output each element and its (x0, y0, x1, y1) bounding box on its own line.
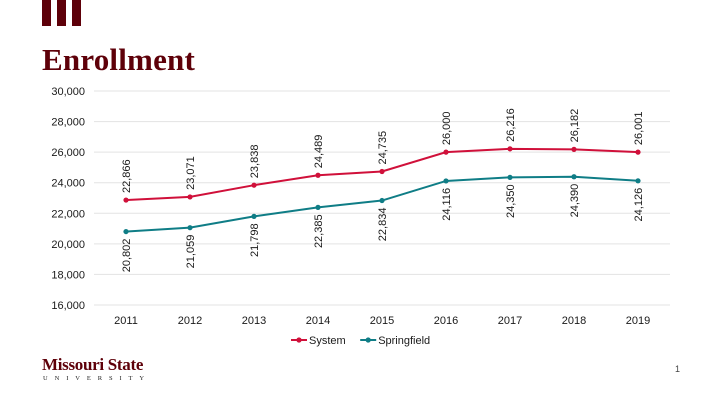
system-data-label: 26,182 (569, 109, 581, 143)
logo-main-text: Missouri State (42, 355, 144, 374)
springfield-data-label: 24,126 (633, 188, 645, 222)
system-data-label: 23,838 (249, 145, 261, 179)
system-data-label: 26,216 (505, 108, 517, 142)
y-tick-label: 18,000 (51, 269, 85, 281)
y-tick-label: 28,000 (51, 117, 85, 129)
springfield-data-label: 20,802 (121, 239, 133, 273)
system-data-point (379, 168, 385, 175)
x-tick-label: 2013 (242, 315, 266, 327)
springfield-data-label: 21,059 (185, 235, 197, 269)
system-data-point (635, 149, 641, 155)
springfield-data-point (379, 197, 385, 204)
x-tick-label: 2012 (178, 315, 202, 327)
x-tick-label: 2017 (498, 315, 522, 327)
system-data-point (571, 146, 577, 152)
x-tick-label: 2014 (306, 315, 330, 327)
system-data-point (187, 194, 193, 200)
x-tick-label: 2011 (114, 315, 138, 327)
system-data-label: 26,000 (441, 111, 453, 145)
springfield-data-point (187, 225, 193, 231)
springfield-legend-marker (365, 337, 371, 343)
springfield-data-label: 21,798 (249, 223, 261, 257)
system-data-label: 23,071 (185, 156, 197, 190)
springfield-data-point (507, 174, 513, 180)
x-tick-label: 2016 (434, 315, 458, 327)
system-data-label: 24,489 (313, 135, 325, 169)
system-data-label: 24,735 (377, 131, 389, 165)
header-bars-decoration (42, 0, 92, 26)
springfield-legend-label: Springfield (378, 335, 430, 347)
x-tick-label: 2019 (626, 315, 650, 327)
springfield-data-point (251, 213, 257, 219)
y-tick-label: 22,000 (51, 208, 85, 220)
system-legend-label: System (309, 335, 346, 347)
x-tick-label: 2015 (370, 315, 394, 327)
springfield-data-point (443, 178, 449, 184)
system-data-label: 22,866 (121, 159, 133, 193)
springfield-data-point (315, 204, 321, 211)
springfield-data-point (123, 228, 129, 235)
y-tick-label: 20,000 (51, 239, 85, 251)
system-data-point (443, 149, 449, 155)
system-data-point (315, 172, 321, 178)
y-tick-label: 24,000 (51, 178, 85, 190)
springfield-data-point (635, 178, 641, 184)
page-number: 1 (674, 364, 680, 374)
y-tick-label: 16,000 (51, 300, 85, 312)
system-data-label: 26,001 (633, 111, 645, 145)
springfield-data-label: 22,834 (377, 208, 389, 242)
system-data-point (507, 146, 513, 152)
logo-sub-text: UNIVERSITY (43, 375, 151, 382)
system-data-point (123, 197, 129, 203)
page-title: Enrollment (42, 42, 195, 77)
springfield-data-label: 24,116 (441, 188, 453, 221)
springfield-data-point (571, 174, 577, 180)
springfield-data-label: 24,390 (569, 184, 581, 218)
y-tick-label: 26,000 (51, 147, 85, 159)
springfield-data-label: 22,385 (313, 214, 325, 248)
springfield-data-label: 24,350 (505, 184, 517, 218)
missouri-state-logo: Missouri State UNIVERSITY (42, 356, 151, 382)
system-legend-marker (296, 337, 302, 343)
x-tick-label: 2018 (562, 315, 586, 327)
system-data-point (251, 182, 257, 188)
y-tick-label: 30,000 (51, 86, 85, 98)
